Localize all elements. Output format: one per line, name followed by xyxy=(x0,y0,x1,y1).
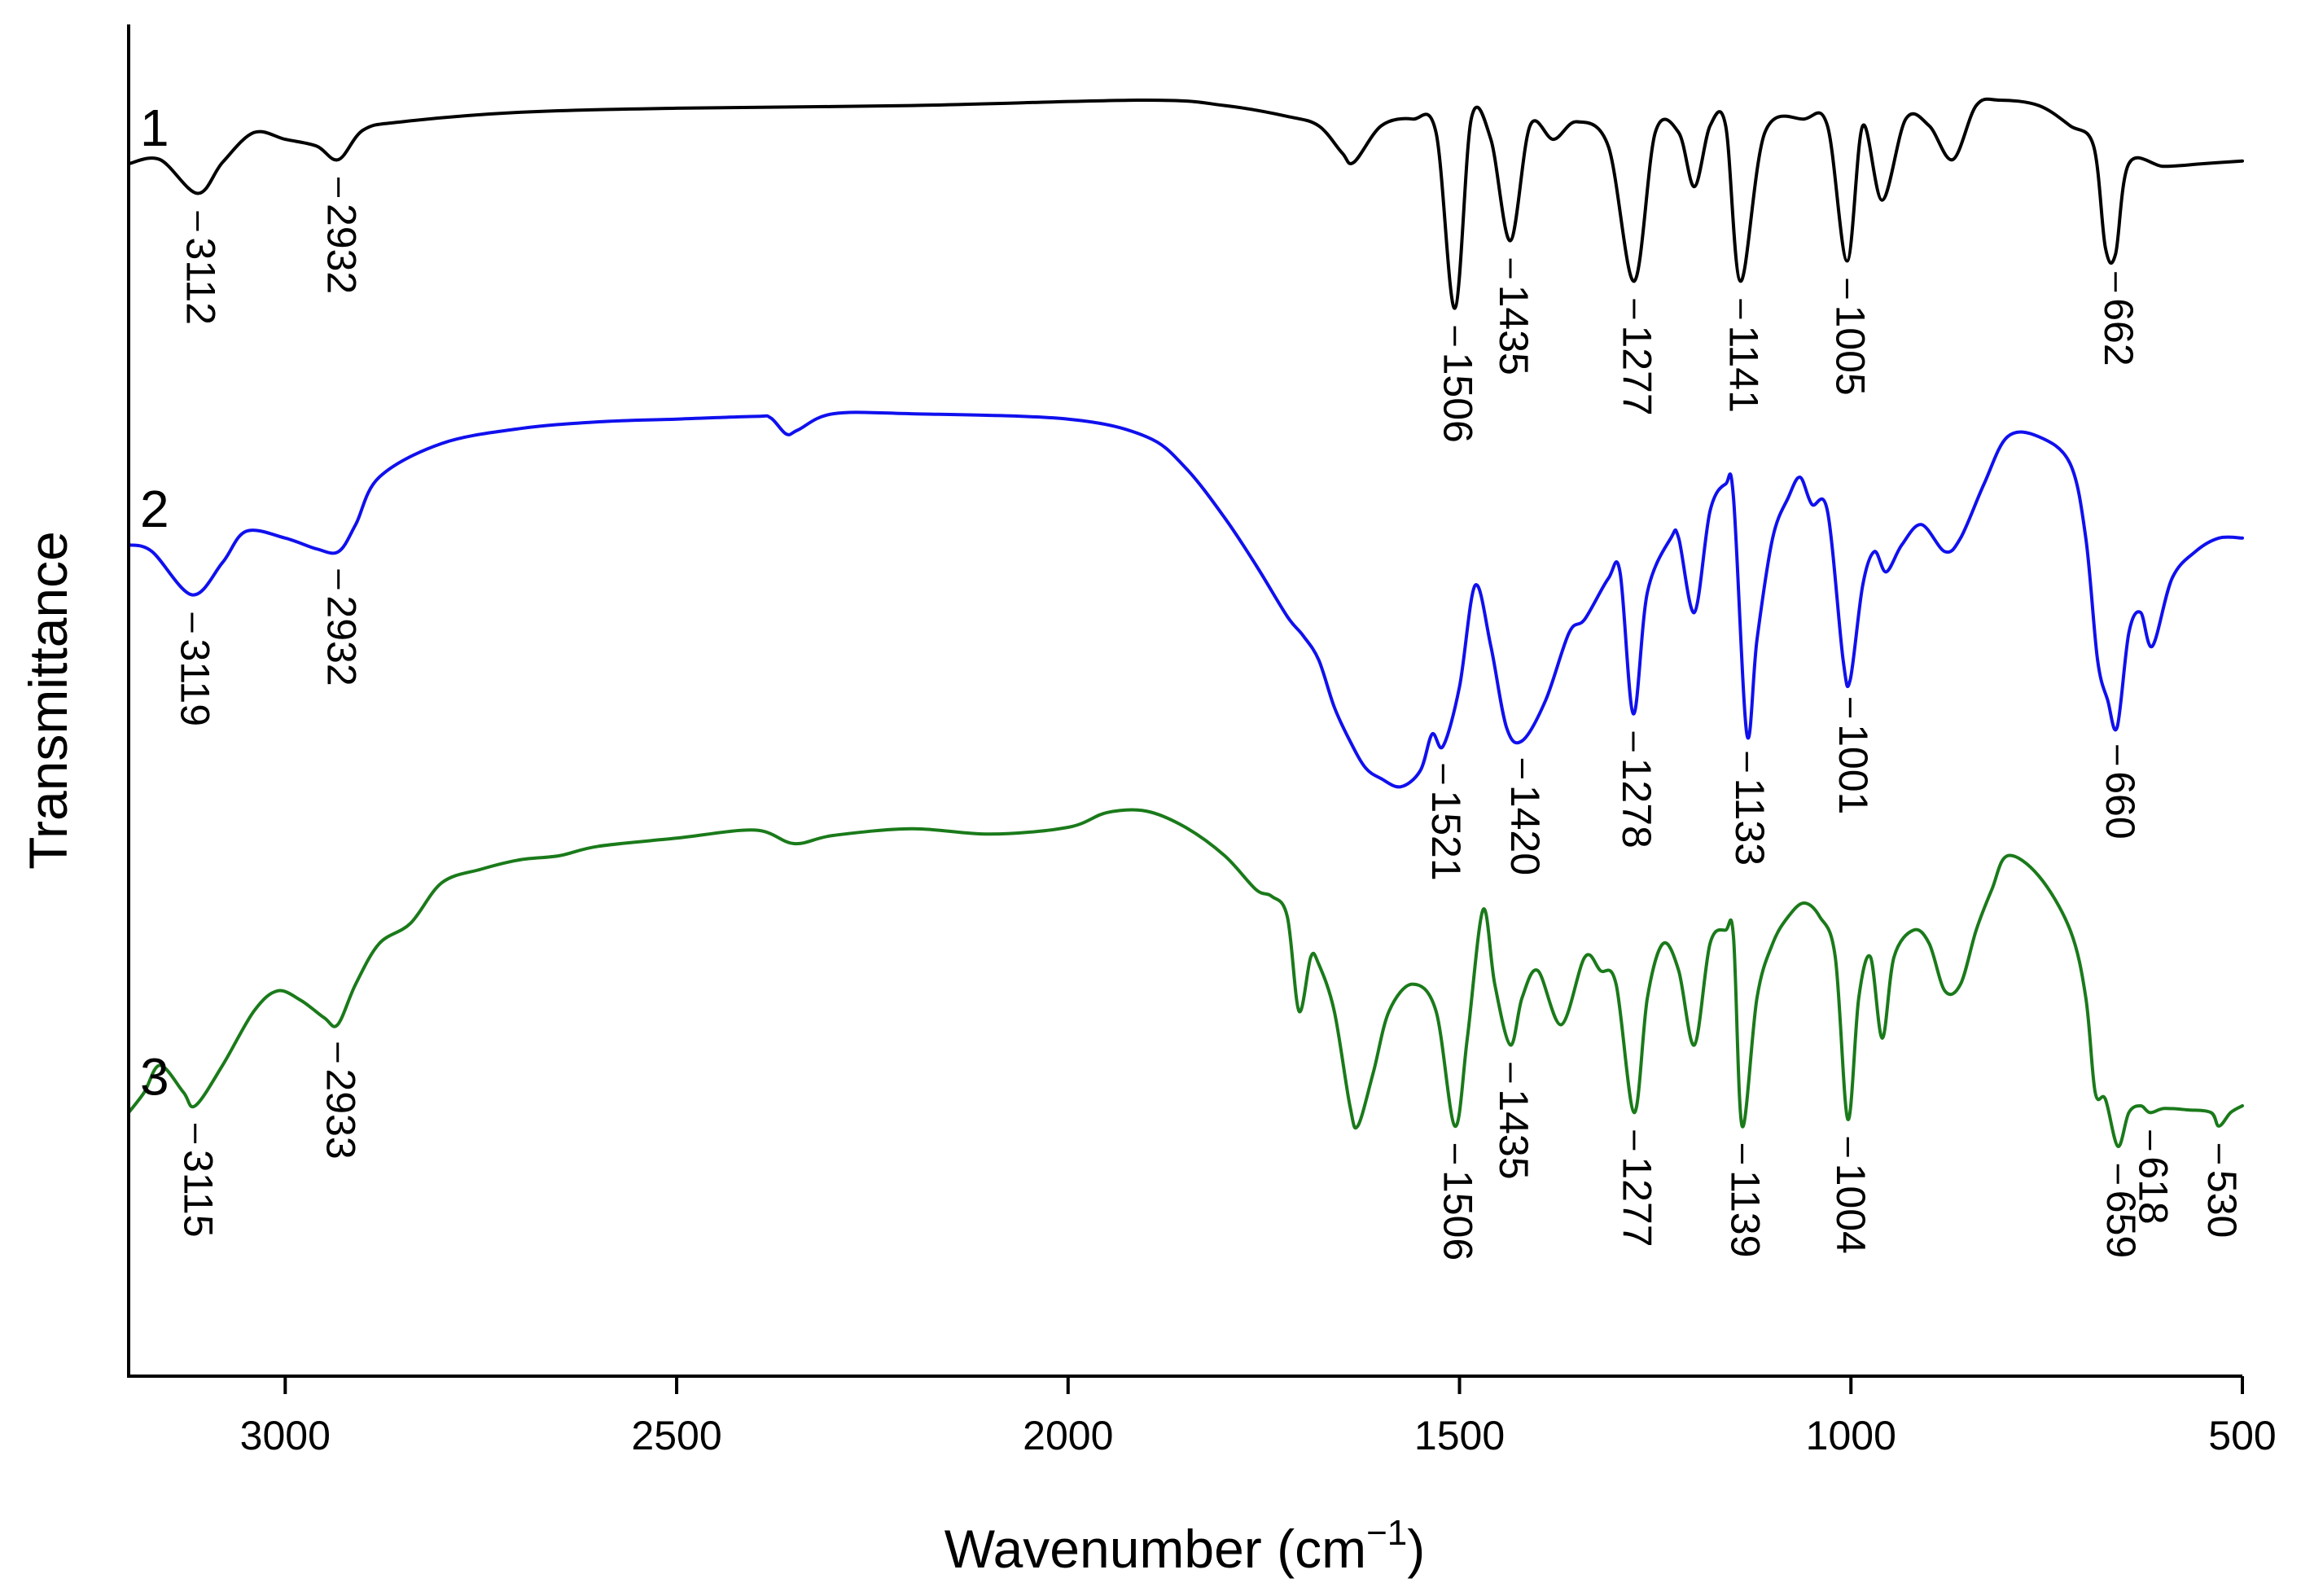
peak-label-1-3112: 3112 xyxy=(178,238,223,326)
peak-label-1-1435: 1435 xyxy=(1491,285,1536,375)
x-tick-label-3000: 3000 xyxy=(240,1413,331,1458)
peak-label-3-2933: 2933 xyxy=(318,1068,363,1159)
peak-label-3-1435: 1435 xyxy=(1491,1089,1536,1179)
peak-label-2-1133: 1133 xyxy=(1727,778,1773,866)
series-labels: 1 2 3 xyxy=(140,99,169,1106)
peak-label-3-659: 659 xyxy=(2098,1190,2144,1258)
series-label-3: 3 xyxy=(140,1047,169,1106)
peak-label-1-1277: 1277 xyxy=(1615,325,1660,415)
peak-label-2-660: 660 xyxy=(2097,771,2143,839)
y-axis-title: Transmittance xyxy=(18,531,78,870)
spectra-curves xyxy=(127,97,2244,1148)
x-axis-title-open-paren: ( xyxy=(1262,1519,1295,1579)
peak-label-3-1277: 1277 xyxy=(1615,1156,1660,1247)
x-axis-title: Wavenumber (cm−1) xyxy=(945,1513,1426,1579)
x-tick-label-1000: 1000 xyxy=(1806,1413,1896,1458)
x-tick-label-1500: 1500 xyxy=(1414,1413,1505,1458)
peak-label-2-1001: 1001 xyxy=(1830,724,1876,814)
peak-label-3-3115: 3115 xyxy=(175,1150,221,1238)
x-axis-title-text: Wavenumber xyxy=(945,1519,1262,1579)
peak-label-2-3119: 3119 xyxy=(173,639,218,727)
peak-label-3-1004: 1004 xyxy=(1828,1164,1874,1254)
x-tick-label-500: 500 xyxy=(2208,1413,2276,1458)
peak-label-1-662: 662 xyxy=(2096,298,2141,366)
peak-label-3-1506: 1506 xyxy=(1435,1170,1480,1261)
spectrum-curve-1 xyxy=(127,97,2244,310)
peak-label-1-2932: 2932 xyxy=(318,204,364,294)
x-axis-ticks: 3000 2500 2000 1500 1000 500 xyxy=(240,1376,2277,1458)
peak-label-2-1278: 1278 xyxy=(1614,758,1659,848)
peak-label-1-1005: 1005 xyxy=(1827,305,1873,396)
peak-label-2-2932: 2932 xyxy=(318,595,364,686)
peak-label-1-1506: 1506 xyxy=(1435,353,1480,443)
spectrum-curve-3 xyxy=(127,808,2244,1148)
x-axis-title-unit: cm xyxy=(1295,1519,1366,1579)
x-tick-label-2500: 2500 xyxy=(631,1413,721,1458)
peak-label-2-1420: 1420 xyxy=(1502,785,1548,875)
x-tick-label-2000: 2000 xyxy=(1023,1413,1113,1458)
peak-label-3-1139: 1139 xyxy=(1722,1170,1768,1258)
peak-label-2-1521: 1521 xyxy=(1423,790,1469,880)
series-label-1: 1 xyxy=(140,99,169,157)
series-label-2: 2 xyxy=(140,480,169,538)
spectrum-curve-2 xyxy=(127,410,2244,789)
x-axis-title-unit-exponent: −1 xyxy=(1366,1513,1407,1553)
peak-label-1-1141: 1141 xyxy=(1720,325,1766,413)
peak-label-3-618: 618 xyxy=(2130,1156,2176,1224)
x-axis-title-close-paren: ) xyxy=(1407,1519,1425,1579)
peak-label-3-530: 530 xyxy=(2199,1170,2245,1238)
